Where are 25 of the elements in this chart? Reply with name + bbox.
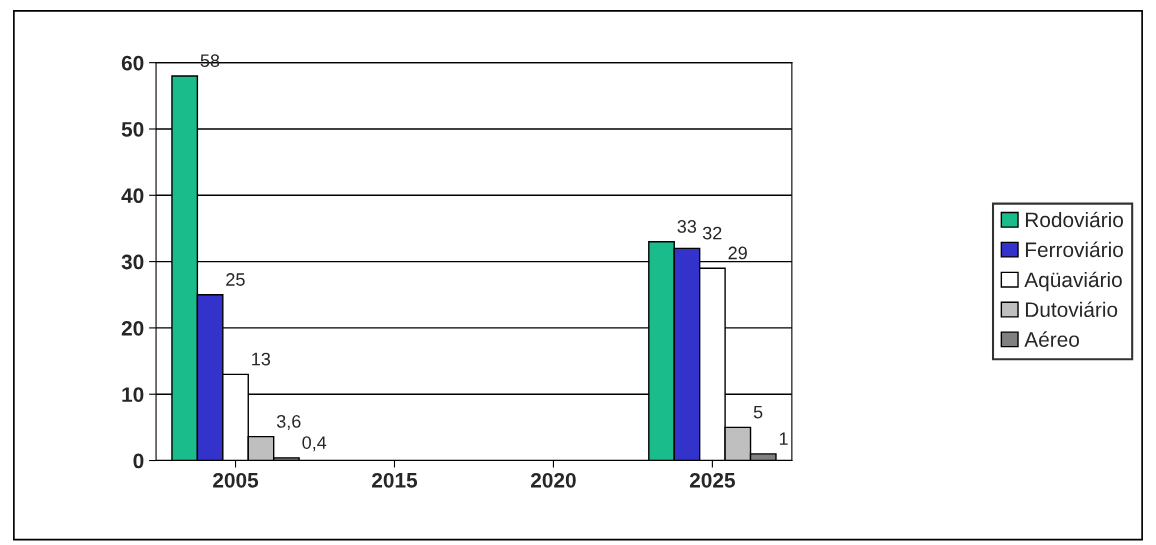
x-tick-label: 2005 [213,472,259,488]
data-label: 33 [677,220,697,233]
data-label: 29 [728,246,747,260]
y-tick-label: 30 [121,254,144,270]
data-label: 13 [252,352,271,366]
legend-label: Rodoviário [1025,211,1123,228]
y-tick-label: 20 [121,320,144,336]
data-label: 0,4 [302,436,327,452]
legend-label: Aéreo [1024,331,1079,347]
x-tick-label: 2020 [530,472,576,488]
data-label: 25 [226,273,245,286]
data-label: 3,6 [276,414,301,430]
y-tick-label: 10 [122,387,144,402]
legend-label: Dutoviário [1025,301,1118,318]
y-tick-label: 40 [121,188,144,204]
legend-label: Ferroviário [1025,241,1123,258]
legend-label: Aqüaviário [1024,271,1122,292]
y-tick-label: 50 [121,121,144,137]
data-label: 32 [702,226,722,240]
y-tick-label: 0 [133,453,144,469]
y-tick-label: 60 [121,55,144,71]
x-tick-label: 2015 [372,472,418,488]
data-label: 1 [779,432,788,445]
data-label: 5 [753,405,763,419]
x-tick-label: 2025 [689,472,735,488]
